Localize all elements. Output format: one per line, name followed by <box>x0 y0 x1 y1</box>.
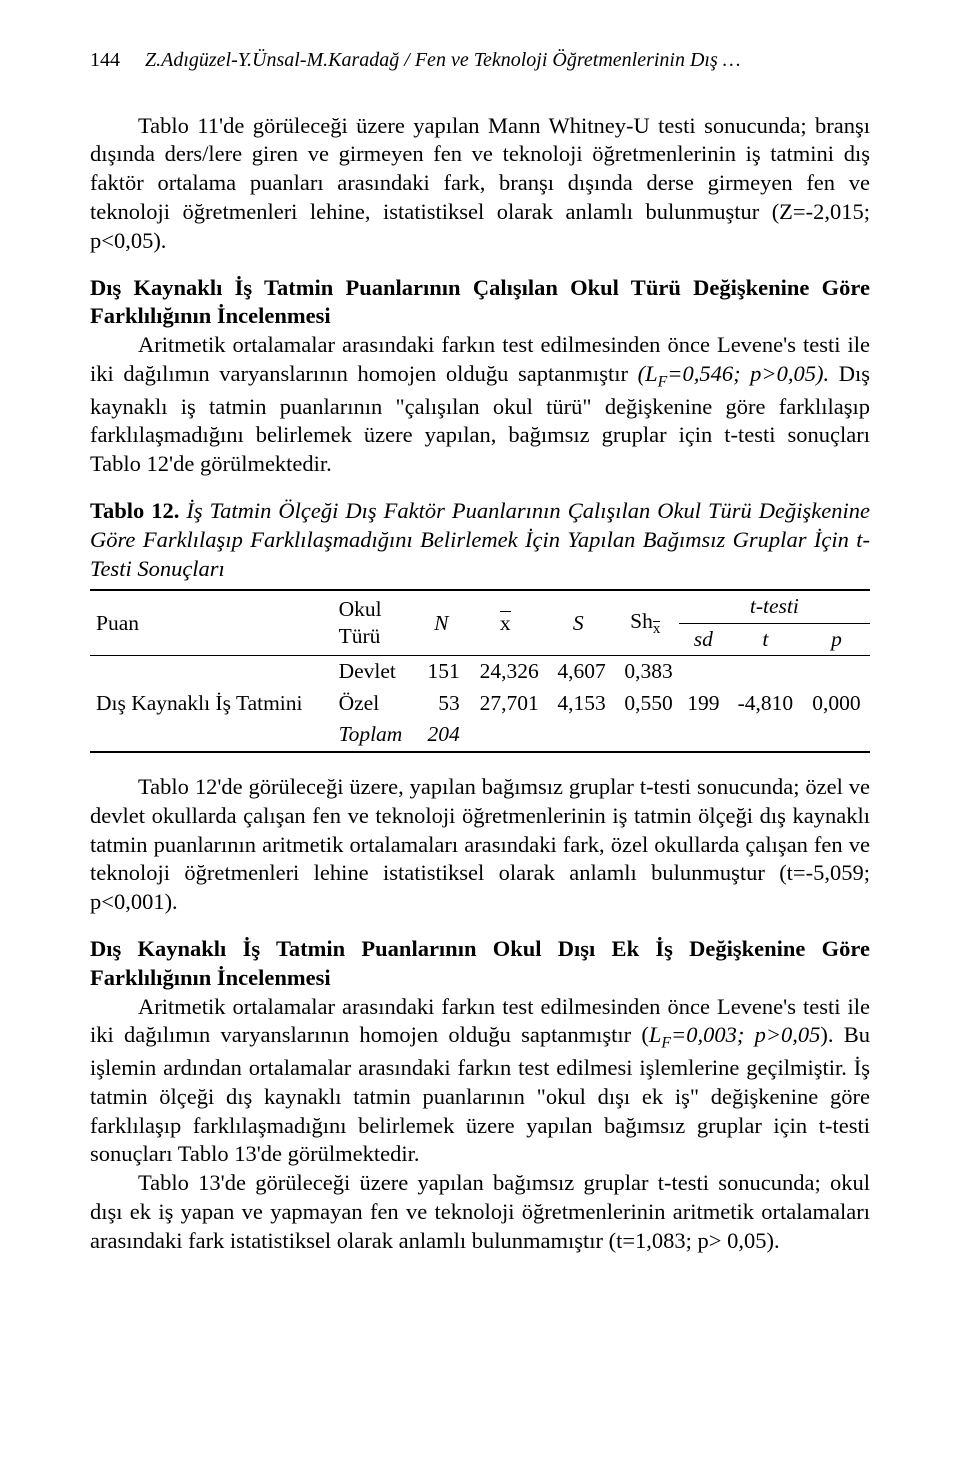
cell-t: -4,810 <box>728 656 803 752</box>
th-xbar: x <box>466 590 545 656</box>
table12: Puan Okul Türü N x S Shx t-testi sd t p … <box>90 589 870 753</box>
th-okul-turu: Okul Türü <box>333 590 417 656</box>
th-sh: Shx <box>612 590 679 656</box>
page-number: 144 <box>90 49 120 71</box>
th-s: S <box>545 590 612 656</box>
section-body-okul-turu: Aritmetik ortalamalar arasındaki farkın … <box>90 331 870 479</box>
cell-p: 0,000 <box>803 656 870 752</box>
paragraph-tablo12: Tablo 12'de görüleceği üzere, yapılan ba… <box>90 773 870 917</box>
th-t: t <box>728 623 803 656</box>
cell-sd: 199 <box>679 656 728 752</box>
th-p: p <box>803 623 870 656</box>
section-okul-turu: Dış Kaynaklı İş Tatmin Puanlarının Çalış… <box>90 274 870 479</box>
section-body-ek-is-2: Tablo 13'de görüleceği üzere yapılan bağ… <box>90 1169 870 1255</box>
section-body-ek-is-1: Aritmetik ortalamalar arasındaki farkın … <box>90 993 870 1170</box>
header-authors: Z.Adıgüzel-Y.Ünsal-M.Karadağ / Fen ve Te… <box>145 49 741 71</box>
table12-caption: Tablo 12. İş Tatmin Ölçeği Dış Faktör Pu… <box>90 497 870 583</box>
th-ttest: t-testi <box>679 590 870 623</box>
page: 144 Z.Adıgüzel-Y.Ünsal-M.Karadağ / Fen v… <box>0 0 960 1334</box>
section-title-ek-is: Dış Kaynaklı İş Tatmin Puanlarının Okul … <box>90 936 870 990</box>
paragraph-tablo11: Tablo 11'de görüleceği üzere yapılan Man… <box>90 112 870 256</box>
table-row: Dış Kaynaklı İş Tatmini Devlet 151 24,32… <box>90 656 870 688</box>
section-title-okul-turu: Dış Kaynaklı İş Tatmin Puanlarının Çalış… <box>90 275 870 329</box>
th-sd: sd <box>679 623 728 656</box>
page-header: 144 Z.Adıgüzel-Y.Ünsal-M.Karadağ / Fen v… <box>90 48 870 74</box>
row-label: Dış Kaynaklı İş Tatmini <box>90 656 333 752</box>
section-ek-is: Dış Kaynaklı İş Tatmin Puanlarının Okul … <box>90 935 870 1256</box>
th-n: N <box>417 590 466 656</box>
th-puan: Puan <box>90 590 333 656</box>
